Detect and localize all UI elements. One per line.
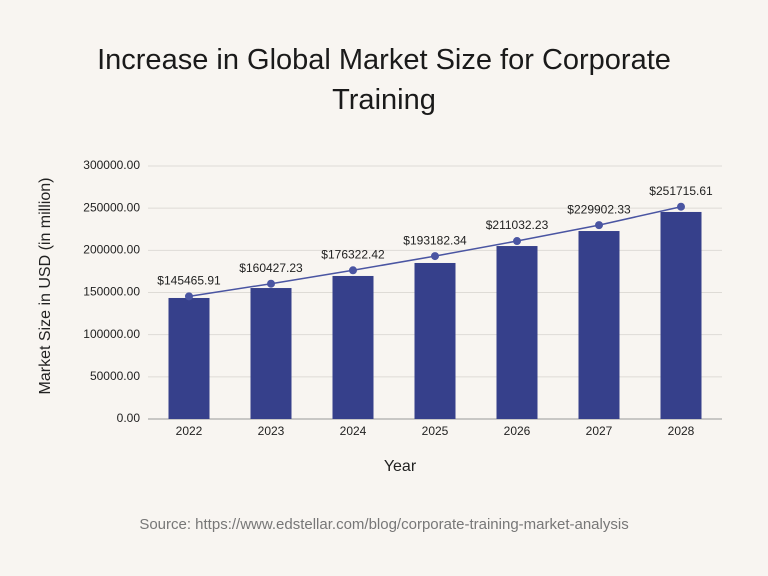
data-label: $251715.61 — [649, 184, 713, 198]
y-tick-label: 100000.00 — [83, 327, 140, 341]
line-point — [431, 252, 439, 261]
x-tick-label: 2026 — [504, 424, 531, 438]
line-point — [267, 279, 275, 288]
data-label: $145465.91 — [157, 273, 221, 287]
x-tick-label: 2023 — [258, 424, 285, 438]
line-point — [185, 292, 193, 301]
bar — [414, 262, 456, 419]
line-point — [595, 221, 603, 230]
x-tick-label: 2028 — [668, 424, 695, 438]
line-point — [349, 266, 357, 275]
y-tick-label: 50000.00 — [90, 369, 140, 383]
bar — [168, 297, 210, 419]
y-tick-label: 0.00 — [117, 411, 141, 425]
y-tick-label: 150000.00 — [83, 285, 140, 299]
y-axis-label: Market Size in USD (in million) — [37, 178, 54, 395]
data-label: $229902.33 — [567, 202, 631, 216]
bar — [578, 231, 620, 419]
x-tick-label: 2025 — [422, 424, 449, 438]
y-tick-label: 300000.00 — [83, 158, 140, 172]
line-point — [677, 202, 685, 211]
x-tick-label: 2022 — [176, 424, 203, 438]
line-point — [513, 237, 521, 246]
y-tick-label: 200000.00 — [83, 243, 140, 257]
bar — [332, 275, 374, 419]
data-label: $176322.42 — [321, 247, 385, 261]
bar — [250, 288, 292, 419]
source: Source: https://www.edstellar.com/blog/c… — [139, 516, 628, 533]
data-label: $193182.34 — [403, 233, 467, 247]
x-axis-label: Year — [384, 458, 417, 475]
bar — [496, 246, 538, 419]
data-label: $211032.23 — [486, 218, 549, 232]
x-tick-label: 2027 — [586, 424, 613, 438]
y-tick-label: 250000.00 — [83, 200, 140, 214]
x-tick-label: 2024 — [340, 424, 367, 438]
chart-title: Increase in Global Market Size for Corpo… — [97, 44, 671, 116]
bar — [660, 211, 702, 419]
data-label: $160427.23 — [239, 261, 303, 275]
